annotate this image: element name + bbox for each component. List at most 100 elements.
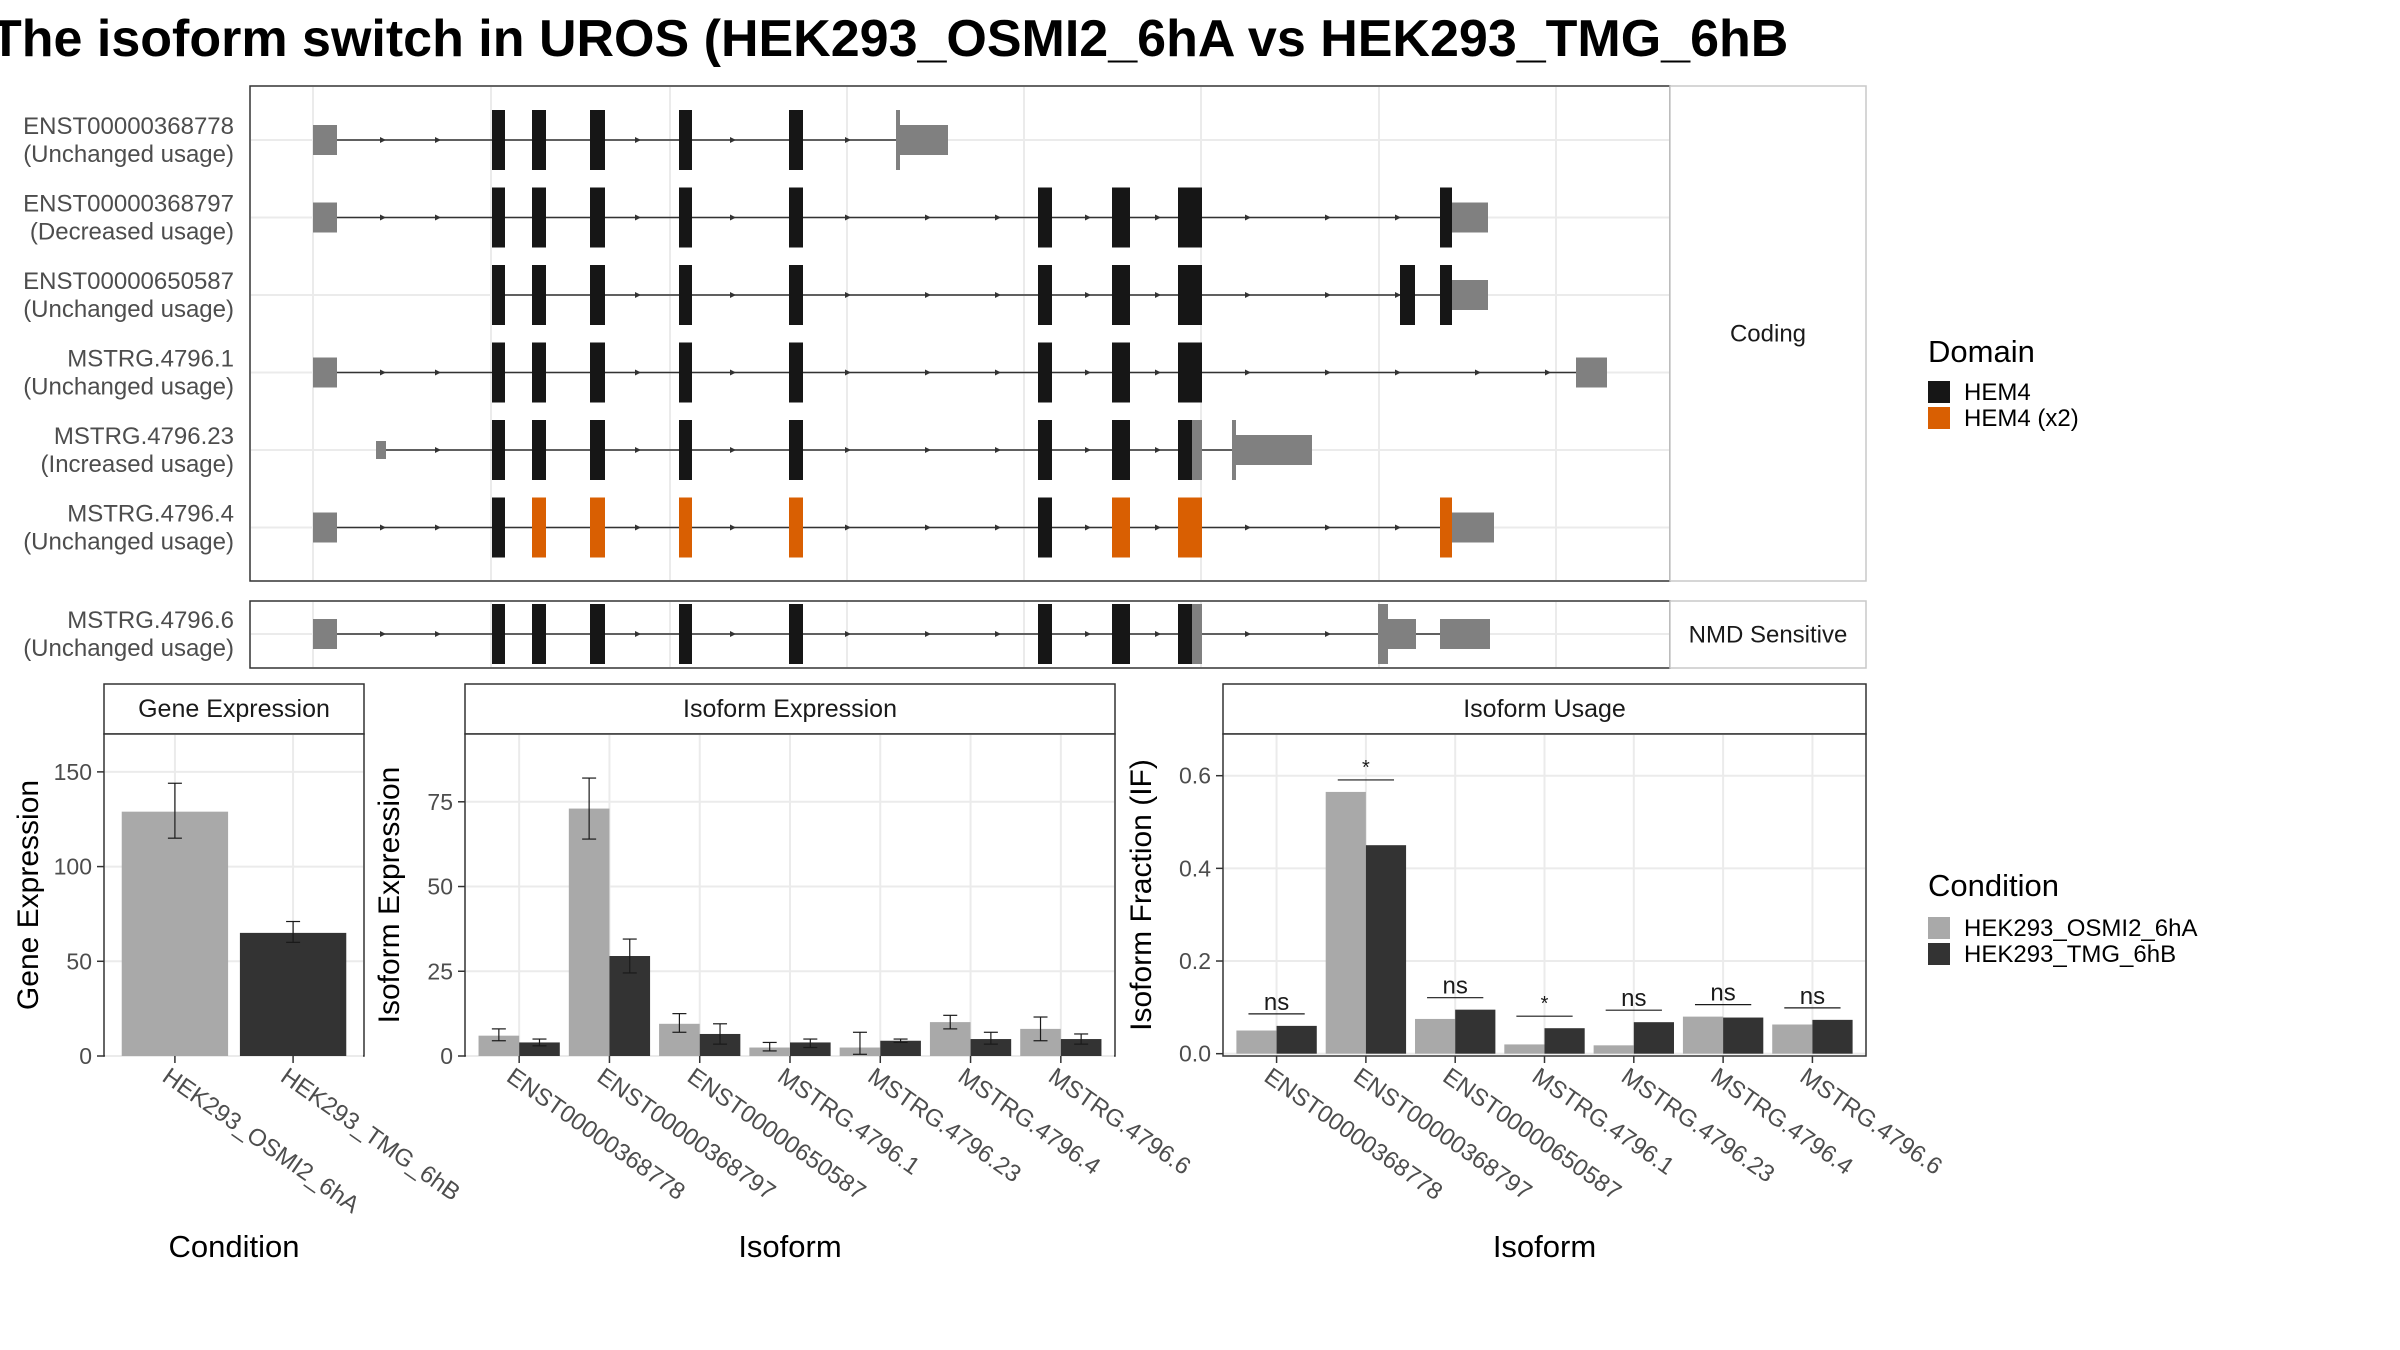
intron-direction-arrow [1325, 369, 1331, 376]
legend-label: HEK293_OSMI2_6hA [1964, 915, 2197, 942]
domain-exon-hem4 [1038, 342, 1052, 403]
domain-exon-hem4 [590, 187, 605, 248]
domain-exon-hem4 [1178, 604, 1192, 664]
intron-direction-arrow [730, 137, 736, 143]
bar [1682, 1016, 1724, 1054]
transcript-usage-label: (Unchanged usage) [23, 635, 234, 662]
utr-exon [896, 110, 900, 170]
intron-direction-arrow [380, 524, 386, 531]
bar [1593, 1045, 1634, 1054]
utr-exon [1192, 420, 1202, 480]
intron-direction-arrow [995, 369, 1001, 376]
intron-direction-arrow [1245, 214, 1251, 221]
y-tick-label: 0.4 [1179, 855, 1211, 881]
bar [1236, 1030, 1277, 1054]
bar [568, 808, 610, 1056]
domain-exon-hem4 [492, 420, 505, 480]
domain-exon-hem4 [789, 187, 803, 248]
facet-strip [1669, 600, 1867, 669]
domain-exon-hem4 [1178, 420, 1192, 480]
domain-exon-hem4 [532, 420, 546, 480]
bar [1325, 791, 1366, 1054]
intron-direction-arrow [1245, 369, 1251, 376]
legend-label: HEM4 (x2) [1964, 405, 2079, 432]
utr-exon [1440, 619, 1490, 649]
domain-exon-hem4 [1038, 497, 1052, 558]
intron-direction-arrow [730, 214, 736, 221]
transcript-id-label: ENST00000368778 [23, 113, 234, 140]
utr-exon [1388, 619, 1416, 649]
bar [790, 1042, 831, 1056]
domain-exon-hem4 [590, 604, 605, 664]
x-tick-label: MSTRG.4796.23 [1616, 1063, 1779, 1188]
domain-exon-hem4 [1112, 265, 1130, 325]
intron-direction-arrow [1325, 631, 1331, 637]
y-tick-label: 150 [54, 759, 92, 785]
intron-direction-arrow [380, 137, 386, 143]
x-axis-title: Isoform [738, 1229, 841, 1264]
utr-exon [313, 357, 337, 388]
bar [1633, 1022, 1674, 1054]
intron-direction-arrow [380, 631, 386, 637]
figure-title: The isoform switch in UROS (HEK293_OSMI2… [0, 10, 1788, 68]
domain-exon-hem4 [1038, 265, 1052, 325]
intron-direction-arrow [1155, 524, 1161, 531]
y-axis-title: Isoform Fraction (IF) [1125, 759, 1158, 1031]
intron-direction-arrow [845, 214, 851, 221]
legend-key [1928, 917, 1950, 939]
transcript-id-label: ENST00000368797 [23, 191, 234, 218]
intron-direction-arrow [1085, 631, 1091, 637]
bar [1276, 1025, 1317, 1054]
y-tick-label: 50 [427, 874, 453, 900]
transcript-usage-label: (Unchanged usage) [23, 374, 234, 401]
intron-direction-arrow [925, 214, 931, 221]
domain-exon-hem4 [492, 265, 505, 325]
intron-direction-arrow [995, 292, 1001, 298]
bar [519, 1042, 560, 1056]
domain-exon-hem4 [532, 187, 546, 248]
domain-exon-hem4-x2 [789, 497, 803, 558]
isoform-expression-chart: Isoform Expression0255075ENST00000368778… [373, 683, 1195, 1264]
intron-direction-arrow [1245, 631, 1251, 637]
legend-key [1928, 381, 1950, 403]
y-tick-label: 0 [79, 1043, 92, 1069]
bar [1455, 1009, 1496, 1054]
intron-direction-arrow [1245, 292, 1251, 298]
intron-direction-arrow [845, 137, 851, 143]
bar [1812, 1019, 1853, 1054]
intron-direction-arrow [845, 369, 851, 376]
y-tick-label: 100 [54, 854, 92, 880]
domain-exon-hem4 [1112, 342, 1130, 403]
intron-direction-arrow [1395, 214, 1401, 221]
intron-direction-arrow [925, 447, 931, 453]
domain-exon-hem4 [679, 187, 692, 248]
intron-direction-arrow [1475, 369, 1481, 376]
y-axis-title: Isoform Expression [373, 767, 406, 1024]
significance-label: ns [1710, 980, 1735, 1007]
utr-exon [1452, 280, 1488, 310]
utr-exon [900, 125, 948, 155]
significance-label: ns [1443, 973, 1468, 1000]
transcript-usage-label: (Unchanged usage) [23, 296, 234, 323]
intron-direction-arrow [925, 631, 931, 637]
intron-direction-arrow [435, 137, 441, 143]
intron-direction-arrow [635, 524, 641, 531]
domain-exon-hem4 [789, 420, 803, 480]
transcript-id-label: MSTRG.4796.6 [67, 607, 234, 634]
transcript-panel-frame [249, 85, 1671, 582]
intron-direction-arrow [635, 137, 641, 143]
domain-exon-hem4 [532, 265, 546, 325]
intron-direction-arrow [730, 631, 736, 637]
domain-exon-hem4 [590, 265, 605, 325]
domain-exon-hem4 [1038, 187, 1052, 248]
intron-direction-arrow [635, 369, 641, 376]
y-axis-title: Gene Expression [12, 780, 45, 1010]
intron-direction-arrow [1085, 369, 1091, 376]
domain-exon-hem4-x2 [679, 497, 692, 558]
domain-exon-hem4 [679, 265, 692, 325]
domain-exon-hem4 [1178, 342, 1202, 403]
transcript-id-label: MSTRG.4796.23 [54, 423, 234, 450]
